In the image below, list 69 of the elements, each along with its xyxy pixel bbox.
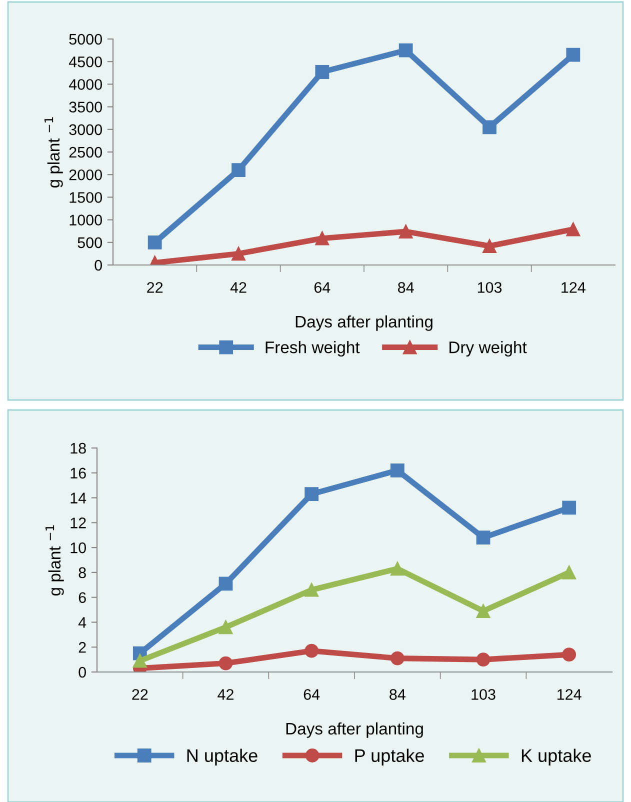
point — [304, 582, 319, 597]
y-tick-label: 3500 — [69, 102, 102, 112]
point — [304, 487, 319, 501]
x-tick-label: 42 — [218, 689, 234, 700]
y-tick-label: 18 — [70, 442, 86, 454]
point — [562, 500, 576, 515]
x-tick-label: 22 — [147, 282, 163, 293]
x-axis-title: Days after planting — [286, 722, 423, 738]
y-tick-label: 4000 — [68, 79, 102, 90]
point — [566, 222, 580, 236]
point — [315, 231, 330, 246]
x-tick-label: 22 — [132, 689, 148, 700]
point — [566, 48, 580, 62]
point — [148, 235, 162, 250]
point — [132, 654, 147, 668]
legend-label: Dry weight — [450, 341, 527, 357]
legend-label: K uptake — [522, 748, 591, 766]
y-tick-label: 5000 — [69, 34, 102, 45]
x-tick-label: 124 — [558, 689, 582, 700]
point — [218, 620, 233, 634]
point — [232, 246, 246, 261]
point — [482, 239, 496, 253]
y-tick-label: 12 — [70, 518, 86, 528]
legend-label: Fresh weight — [266, 341, 360, 357]
point — [390, 463, 404, 478]
x-tick-label: 84 — [390, 689, 406, 700]
legend-label: N uptake — [187, 748, 258, 766]
y-tick-label: 2 — [78, 642, 86, 653]
point — [218, 576, 233, 591]
x-tick-label: 42 — [230, 282, 246, 293]
point — [315, 65, 330, 79]
y-tick-label: 500 — [78, 237, 102, 248]
y-tick-label: 2500 — [69, 146, 102, 158]
legend-label: P uptake — [355, 748, 424, 766]
y-tick-label: 0 — [94, 260, 102, 271]
point — [304, 644, 319, 658]
point — [476, 652, 490, 666]
y-tick-label: 3000 — [69, 124, 102, 136]
point — [562, 566, 576, 580]
x-tick-label: 103 — [478, 282, 502, 293]
point — [476, 604, 490, 618]
point — [390, 651, 404, 666]
point — [476, 530, 490, 545]
y-tick-label: 2000 — [69, 169, 102, 180]
x-tick-label: 84 — [398, 282, 414, 293]
point — [218, 656, 233, 670]
x-tick-label: 103 — [472, 689, 496, 700]
y-tick-label: 8 — [78, 567, 86, 578]
y-tick-label: 1500 — [70, 192, 102, 203]
y-tick-label: 10 — [70, 542, 86, 554]
x-axis-title: Days after planting — [296, 315, 432, 331]
point — [482, 120, 496, 134]
y-tick-label: 14 — [70, 492, 86, 504]
y-axis-title: g plant $^{−1}$ — [46, 525, 64, 596]
y-tick-label: 4500 — [68, 56, 102, 68]
y-axis-title: g plant $^{−1}$ — [44, 117, 63, 188]
x-tick-label: 64 — [314, 282, 330, 293]
y-tick-label: 6 — [78, 592, 86, 604]
point — [232, 163, 246, 178]
point — [398, 224, 413, 238]
y-tick-label: 4 — [78, 617, 86, 628]
y-tick-label: 16 — [70, 468, 86, 479]
y-tick-label: 0 — [78, 666, 86, 678]
point — [398, 43, 413, 58]
point — [562, 648, 576, 662]
x-tick-label: 124 — [562, 282, 586, 293]
x-tick-label: 64 — [304, 689, 320, 700]
point — [390, 562, 404, 576]
y-tick-label: 1000 — [70, 214, 102, 226]
